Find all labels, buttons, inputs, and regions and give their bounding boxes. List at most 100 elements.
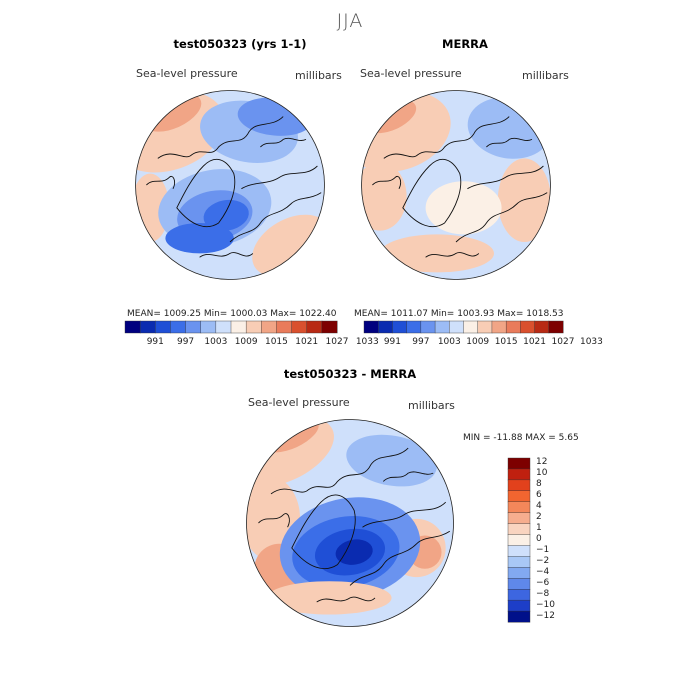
panel2-field xyxy=(361,90,551,280)
panel3-colorbar-swatch xyxy=(507,599,531,612)
panel3-colorbar-swatch xyxy=(507,588,531,601)
panel3-coastline xyxy=(349,530,451,586)
panel1-colorbar-swatch xyxy=(276,320,293,334)
panel1-coastline xyxy=(199,252,254,258)
panel1-colorbar-swatch xyxy=(200,320,217,334)
panel2-pressure-contour xyxy=(425,181,502,235)
panel2-coastline xyxy=(486,137,533,148)
panel1-colorbar-tick-label: 1021 xyxy=(295,337,319,347)
panel1-colorbar-tick-label: 1003 xyxy=(204,337,228,347)
panel1-colorbar-swatch xyxy=(155,320,171,334)
figure-title: JJA xyxy=(336,10,364,32)
panel2-colorbar-tick-label: 991 xyxy=(383,337,402,347)
panel2-coastline xyxy=(467,165,544,190)
panel3-coastline xyxy=(362,501,447,528)
panel3-map-border xyxy=(246,419,454,627)
panel2-colorbar-tick-label: 1027 xyxy=(551,337,575,347)
panel3-colorbar-tick-label: 4 xyxy=(536,501,542,512)
panel2-colorbar-swatch xyxy=(420,320,436,334)
panel1-coastline xyxy=(229,192,322,243)
panel1-colorbar-tick-label: 991 xyxy=(146,337,164,347)
panel3-colorbar-tick-label: −2 xyxy=(536,555,550,566)
panel3-colorbar-swatch xyxy=(507,490,531,503)
panel2-colorbar-swatch xyxy=(363,320,379,334)
panel3-colorbar-swatch xyxy=(507,479,531,492)
panel3-colorbar-swatch xyxy=(507,457,531,470)
panel2-polar-map xyxy=(361,90,551,280)
panel2-variable-label: Sea-level pressure xyxy=(360,67,462,80)
panel1-colorbar-tick-label: 1033 xyxy=(355,337,379,347)
panel2-colorbar-tick-label: 1021 xyxy=(523,337,547,347)
panel2-colorbar-swatch xyxy=(392,320,408,334)
panel3-polar-map xyxy=(246,419,454,627)
panel1-colorbar-swatch xyxy=(245,320,262,334)
panel1-pressure-contour xyxy=(203,199,249,231)
panel3-colorbar-swatch xyxy=(507,545,531,557)
panel1-stats: MEAN= 1009.25 Min= 1000.03 Max= 1022.40 xyxy=(127,309,337,319)
panel3-colorbar-tick-label: −4 xyxy=(536,566,550,577)
panel2-colorbar-tick-label: 1009 xyxy=(466,337,490,347)
panel1-colorbar-labels: 991 997 1003 1009 1015 1021 1027 1033 xyxy=(125,337,379,349)
panel2-coastline xyxy=(402,158,462,227)
panel1-colorbar-swatch xyxy=(170,320,187,334)
panel3-colorbar-swatch xyxy=(507,468,531,481)
panel2-colorbar-swatch xyxy=(406,320,422,334)
panel3-colorbar-swatch xyxy=(507,501,531,514)
panel3-pressure-contour xyxy=(266,581,392,615)
panel3-variable-label: Sea-level pressure xyxy=(248,396,350,409)
panel3-colorbar-swatch xyxy=(507,556,531,568)
panel3-colorbar-tick-label: 0 xyxy=(536,534,542,544)
panel3-colorbar-swatch xyxy=(507,578,531,590)
panel2-colorbar-tick-label: 1003 xyxy=(437,337,461,347)
panel1-colorbar-swatch xyxy=(291,320,308,334)
panel3-colorbar-tick-label: −6 xyxy=(536,577,550,588)
panel1-coastline xyxy=(157,116,284,159)
panel1-coastline xyxy=(260,137,307,148)
panel3-colorbar-tick-label: 12 xyxy=(536,457,548,468)
panel2-colorbar-labels: 991 997 1003 1009 1015 1021 1027 1033 xyxy=(364,337,603,349)
panel2-colorbar-swatch xyxy=(505,320,521,334)
panel3-colorbar-tick-label: −1 xyxy=(536,544,550,555)
panel3-colorbar-tick-label: −12 xyxy=(536,610,555,621)
panel1-variable-label: Sea-level pressure xyxy=(136,67,238,80)
panel1-colorbar-swatch xyxy=(230,320,247,334)
panel3-coastline xyxy=(270,447,409,495)
panel1-coastline xyxy=(176,158,236,227)
panel3-title: test050323 - MERRA xyxy=(283,367,417,381)
panel3-units-label: millibars xyxy=(408,399,455,412)
panel3-stats: MIN = -11.88 MAX = 5.65 xyxy=(463,433,579,443)
panel1-colorbar-swatch xyxy=(321,320,338,334)
panel1-colorbar-swatch xyxy=(215,320,232,334)
panel3-colorbar-tick-label: −10 xyxy=(536,599,555,610)
panel2-map-border xyxy=(361,90,551,280)
panel3-colorbar-swatch xyxy=(507,534,531,546)
panel2-coastline xyxy=(455,192,548,243)
panel1-colorbar-swatch xyxy=(261,320,277,334)
panel2-colorbar xyxy=(363,320,564,334)
panel2-coastline xyxy=(425,252,480,258)
panel2-coastline xyxy=(372,176,401,190)
panel2-colorbar-swatch xyxy=(449,320,464,334)
panel2-coastline xyxy=(383,116,510,159)
panel1-colorbar-swatch xyxy=(139,320,156,334)
panel1-colorbar-swatch xyxy=(185,320,202,334)
panel3-colorbar-tick-label: 10 xyxy=(536,468,548,479)
panel3-pressure-contour xyxy=(346,434,437,487)
panel3-colorbar xyxy=(507,457,531,623)
panel2-colorbar-tick-label: 997 xyxy=(412,337,430,347)
panel2-colorbar-tick-label: 1015 xyxy=(494,337,518,347)
panel1-polar-map xyxy=(135,90,325,280)
panel1-map-border xyxy=(135,90,325,280)
panel2-colorbar-swatch xyxy=(520,320,536,334)
panel2-title: MERRA xyxy=(442,37,488,51)
panel2-pressure-contour xyxy=(380,234,494,273)
panel1-colorbar-swatch xyxy=(306,320,323,334)
panel1-colorbar xyxy=(124,320,338,334)
panel2-stats: MEAN= 1011.07 Min= 1003.93 Max= 1018.53 xyxy=(354,309,564,319)
panel2-colorbar-swatch xyxy=(491,320,507,334)
panel3-colorbar-swatch xyxy=(507,523,531,536)
panel3-colorbar-tick-label: 2 xyxy=(536,512,542,523)
panel1-coastline xyxy=(146,176,175,190)
panel1-title: test050323 (yrs 1-1) xyxy=(173,37,307,51)
panel1-colorbar-tick-label: 1027 xyxy=(325,337,349,347)
